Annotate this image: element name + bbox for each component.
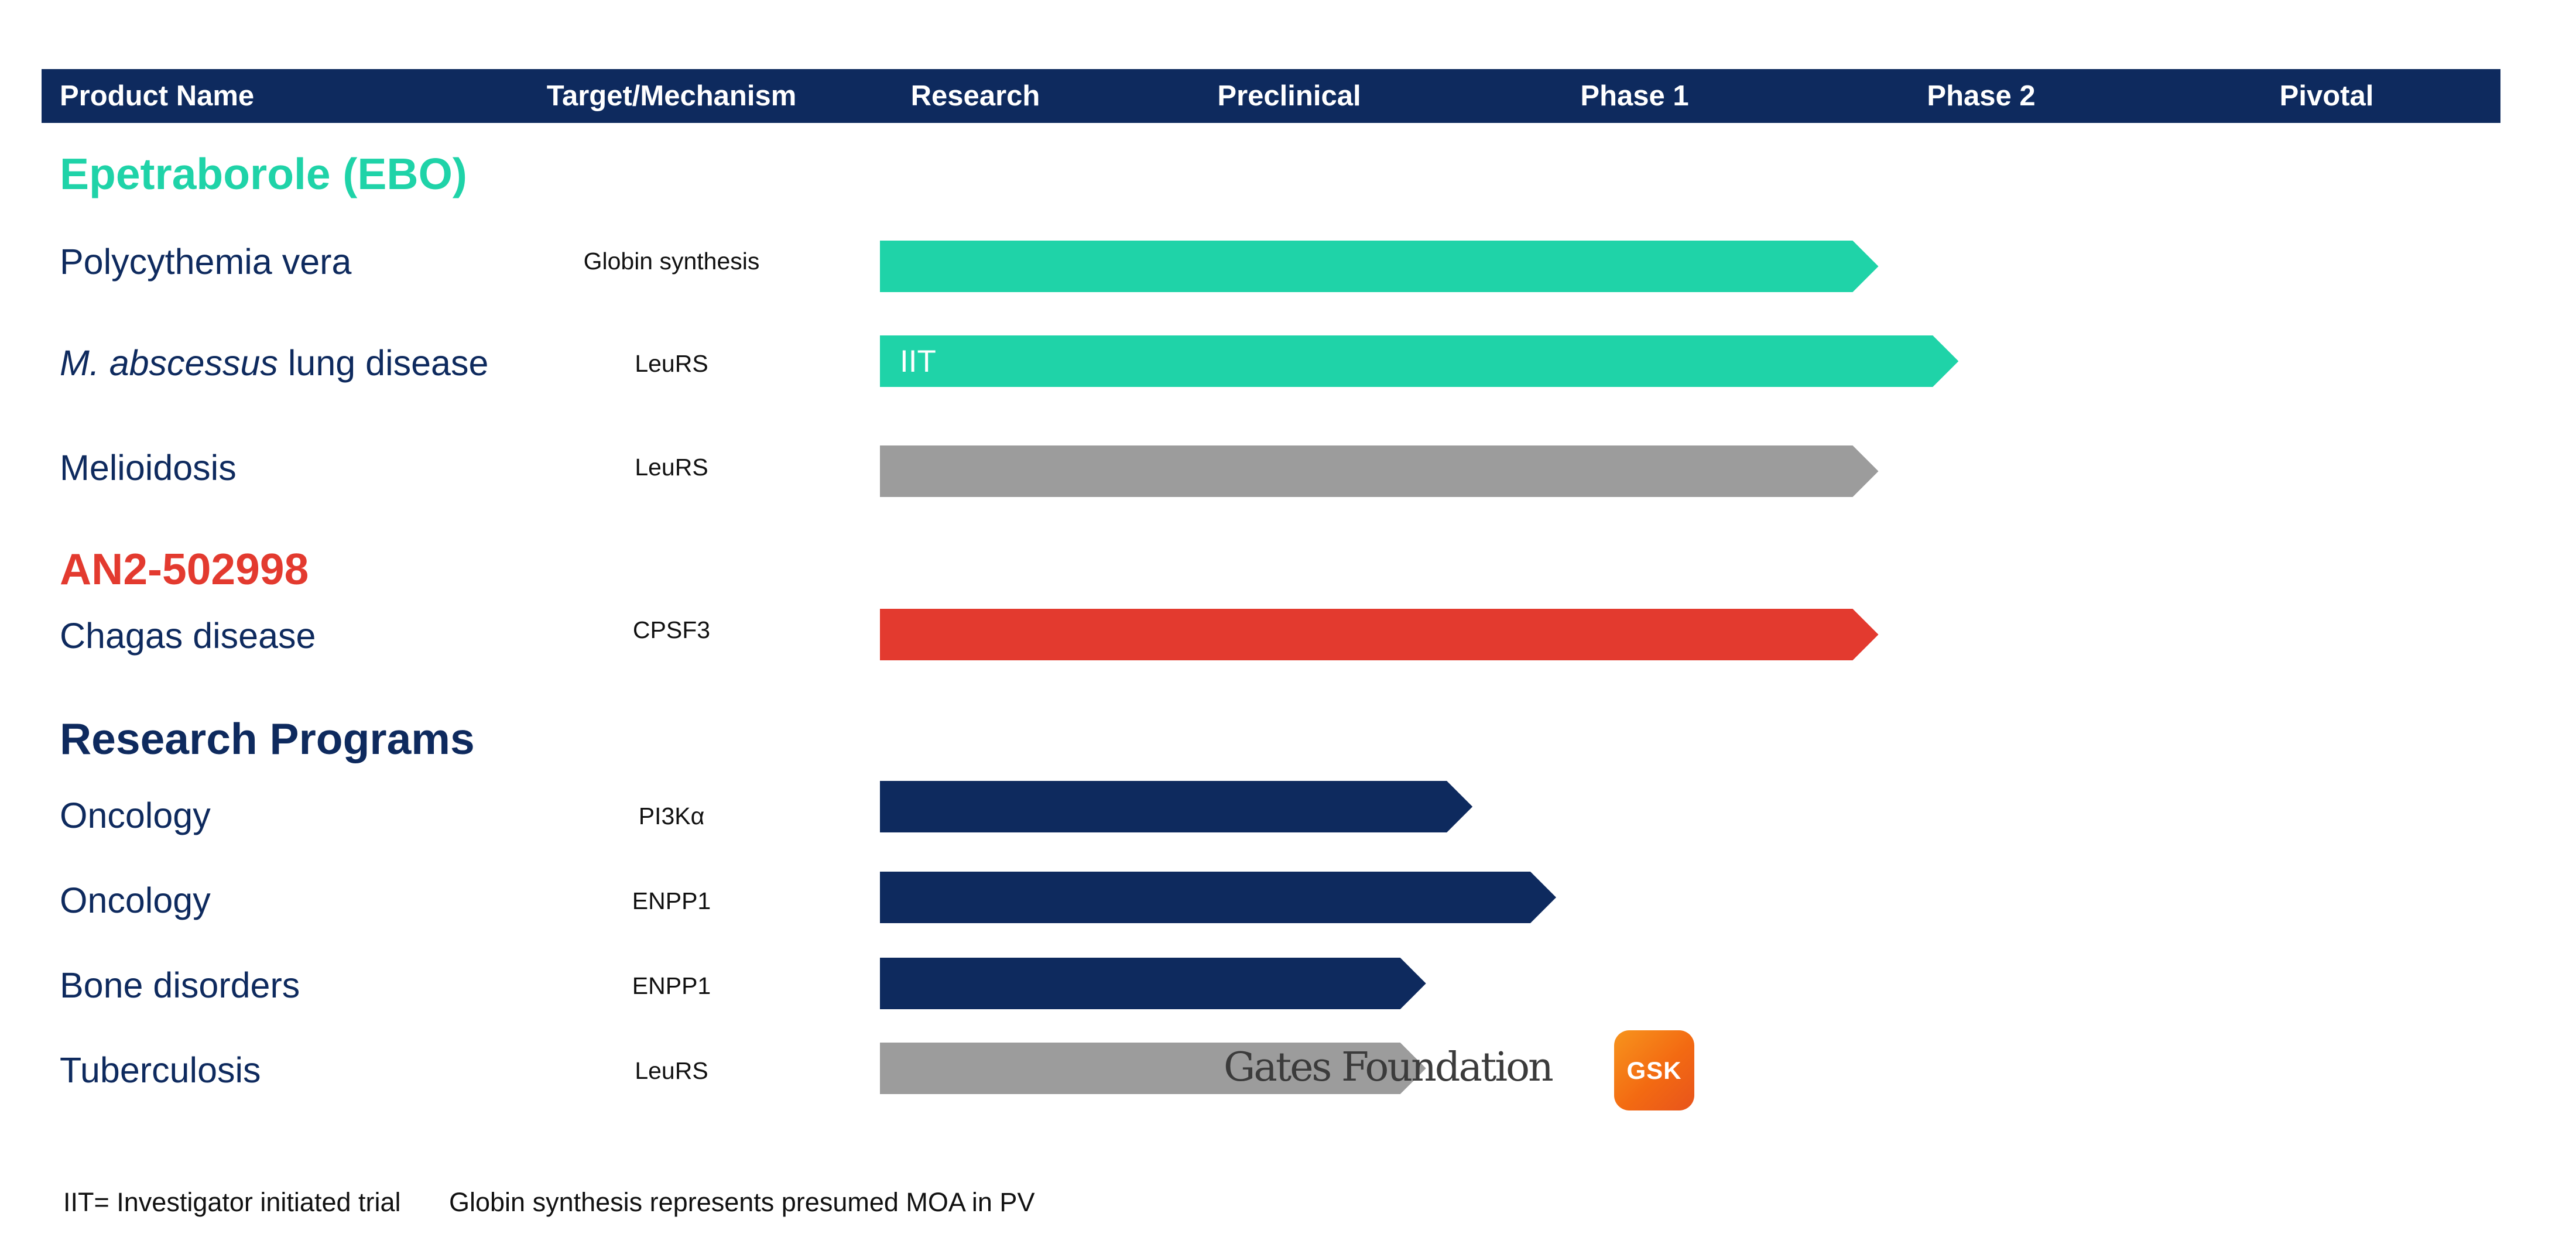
bar-polycythemia-vera: [880, 241, 1879, 292]
bar-bone-disorders: [880, 958, 1426, 1009]
row-label-m-abscessus: M. abscessus lung disease: [60, 345, 488, 381]
section-title-an2-502998: AN2-502998: [60, 544, 309, 594]
target-leurs: LeuRS: [635, 454, 708, 481]
bar-chagas-disease: [880, 609, 1879, 660]
target-enpp1: ENPP1: [632, 887, 711, 914]
gates-foundation-logo: Gates Foundation: [1224, 1044, 1554, 1091]
target-enpp1: ENPP1: [632, 972, 711, 999]
row-label-text: Chagas disease: [60, 616, 316, 656]
section-title-research-programs: Research Programs: [60, 714, 475, 763]
row-label-text: Bone disorders: [60, 965, 300, 1005]
bar-oncology-enpp1: [880, 872, 1556, 923]
target-leurs: LeuRS: [635, 1057, 708, 1084]
row-label-italic: M. abscessus: [60, 343, 278, 383]
bar-fill: [880, 958, 1426, 1009]
row-label-bone-disorders: Bone disorders: [60, 968, 300, 1003]
bar-fill: [880, 335, 1958, 387]
pipeline-header: Product Name Target/Mechanism Research P…: [42, 69, 2500, 123]
gsk-logo-text: GSK: [1626, 1056, 1682, 1084]
bar-tuberculosis: [880, 1043, 1426, 1094]
bar-oncology-pi3k: [880, 781, 1472, 832]
footnote-moa: Globin synthesis represents presumed MOA…: [449, 1187, 1035, 1217]
section-title-epetraborole: Epetraborole (EBO): [60, 149, 467, 198]
header-product-name: Product Name: [60, 80, 255, 112]
bar-fill: [880, 1043, 1426, 1094]
row-label-tuberculosis: Tuberculosis: [60, 1053, 261, 1088]
row-label-text: Polycythemia vera: [60, 242, 352, 282]
row-label-text: lung disease: [278, 343, 489, 383]
target-leurs: LeuRS: [635, 350, 708, 377]
header-preclinical: Preclinical: [1217, 80, 1361, 112]
bar-melioidosis: [880, 445, 1879, 497]
row-label-melioidosis: Melioidosis: [60, 450, 237, 486]
header-research: Research: [910, 80, 1040, 112]
header-phase-1: Phase 1: [1580, 80, 1689, 112]
row-label-chagas-disease: Chagas disease: [60, 618, 316, 654]
row-label-text: Melioidosis: [60, 448, 237, 488]
bar-fill: [880, 445, 1879, 497]
footnote-iit: IIT= Investigator initiated trial: [63, 1187, 401, 1217]
target-globin-synthesis: Globin synthesis: [583, 248, 760, 275]
header-phase-2: Phase 2: [1927, 80, 2036, 112]
bar-fill: [880, 872, 1556, 923]
row-label-polycythemia-vera: Polycythemia vera: [60, 244, 351, 280]
target-pi3k-alpha: PI3Kα: [638, 803, 705, 829]
bar-fill: [880, 781, 1472, 832]
row-label-text: Tuberculosis: [60, 1050, 261, 1090]
header-pivotal: Pivotal: [2279, 80, 2374, 112]
row-label-oncology: Oncology: [60, 798, 211, 834]
row-label-oncology: Oncology: [60, 883, 211, 918]
target-cpsf3: CPSF3: [632, 616, 711, 643]
header-target-mechanism: Target/Mechanism: [546, 80, 797, 112]
bar-label-iit: IIT: [900, 344, 936, 379]
row-label-text: Oncology: [60, 880, 211, 920]
row-label-text: Oncology: [60, 796, 211, 835]
bar-fill: [880, 609, 1879, 660]
gsk-logo: GSK: [1614, 1030, 1694, 1110]
bar-fill: [880, 241, 1879, 292]
bar-m-abscessus: IIT: [880, 335, 1958, 387]
